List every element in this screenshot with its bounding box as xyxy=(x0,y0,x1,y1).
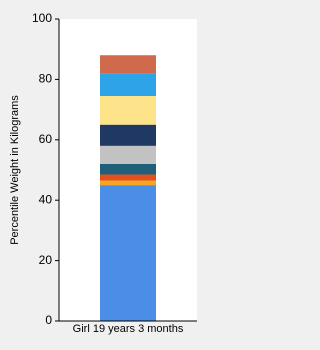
bar-segment xyxy=(100,96,156,125)
y-tick-label: 40 xyxy=(39,192,53,206)
y-axis-label: Percentile Weight in Kilograms xyxy=(9,95,21,245)
x-tick-label: Girl 19 years 3 months xyxy=(73,323,184,335)
bar-segment xyxy=(100,73,156,97)
y-tick-label: 100 xyxy=(32,11,52,25)
y-tick-label: 80 xyxy=(39,72,53,86)
y-tick-label: 0 xyxy=(45,313,52,327)
bar-segment xyxy=(100,185,156,321)
y-tick-label: 20 xyxy=(39,253,53,267)
y-tick-label: 60 xyxy=(39,132,53,146)
bar-segment xyxy=(100,124,156,146)
bar-segment xyxy=(100,174,156,181)
chart: Percentile Weight in Kilograms 0 20 40 60 80… xyxy=(9,11,197,335)
bar-segment xyxy=(100,55,156,74)
bar-segment xyxy=(100,145,156,164)
bar-segment xyxy=(100,163,156,175)
bar-segment xyxy=(100,180,156,186)
